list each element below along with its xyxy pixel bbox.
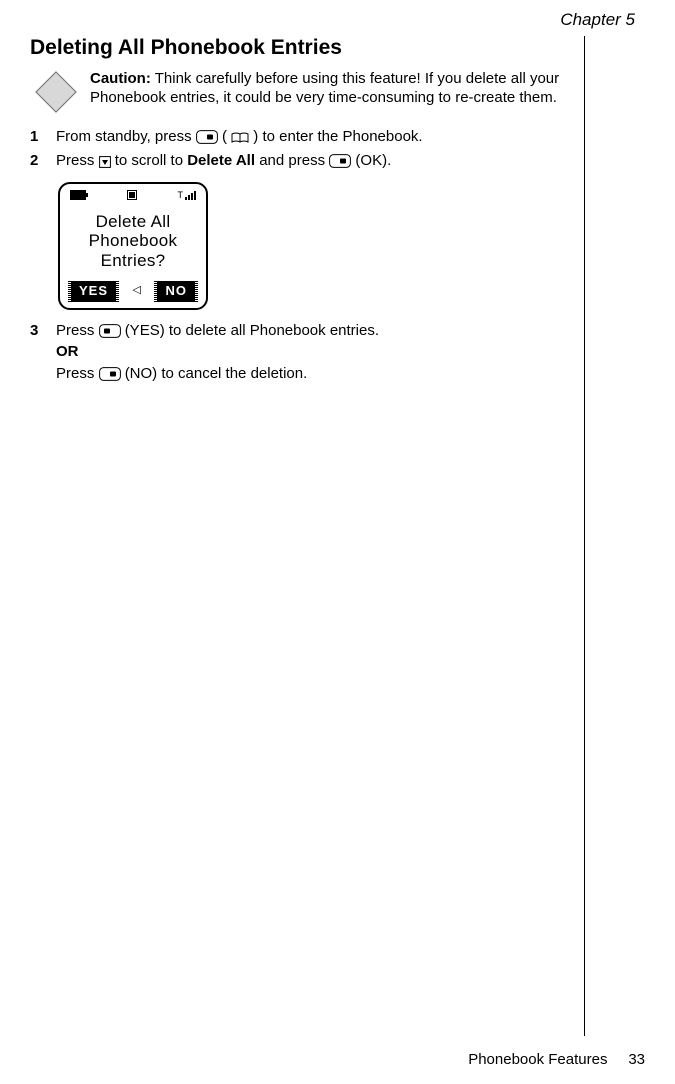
text: Press <box>56 152 99 169</box>
text: (OK). <box>355 152 391 169</box>
text: Press <box>56 322 99 339</box>
footer-section: Phonebook Features <box>468 1051 607 1068</box>
content-area: Deleting All Phonebook Entries Caution: … <box>30 36 645 1036</box>
softkey-right-icon <box>329 154 351 168</box>
step-3: 3 Press (YES) to delete all Phonebook en… <box>30 320 570 385</box>
softkey-right-icon <box>196 130 218 144</box>
page-footer: Phonebook Features 33 <box>468 1051 645 1068</box>
step-2: 2 Press to scroll to Delete All and pres… <box>30 150 570 172</box>
battery-icon <box>70 190 86 200</box>
step-number: 1 <box>30 126 44 148</box>
steps-list: 1 From standby, press ( <box>30 126 570 385</box>
caution-block: Caution: Think carefully before using th… <box>34 70 570 114</box>
chapter-header: Chapter 5 <box>30 10 645 30</box>
step-3-line-1: Press (YES) to delete all Phonebook entr… <box>56 320 570 342</box>
text: From standby, press <box>56 128 196 145</box>
softkey-yes: YES <box>68 281 119 302</box>
step-body: Press to scroll to Delete All and press <box>56 150 570 172</box>
softkey-mid-arrow-icon: ◁ <box>133 283 141 299</box>
signal-icon: T <box>178 190 197 200</box>
softkey-left-icon <box>99 324 121 338</box>
lcd-line-1: Delete All <box>96 212 171 232</box>
right-margin <box>585 36 645 1036</box>
step-1: 1 From standby, press ( <box>30 126 570 148</box>
section-title: Deleting All Phonebook Entries <box>30 36 570 60</box>
lcd-message: Delete All Phonebook Entries? <box>66 202 200 281</box>
caution-text: Caution: Think carefully before using th… <box>90 70 570 108</box>
lcd-line-2: Phonebook <box>89 231 178 251</box>
step-number: 3 <box>30 320 44 342</box>
caution-body: Think carefully before using this featur… <box>90 70 559 106</box>
lcd-status-bar: T <box>66 188 200 202</box>
softkey-right-icon <box>99 367 121 381</box>
step-body: From standby, press ( <box>56 126 570 148</box>
lcd-softkey-row: YES ◁ NO <box>66 281 200 302</box>
step-body: Press (YES) to delete all Phonebook entr… <box>56 320 570 385</box>
softkey-no: NO <box>154 281 198 302</box>
text: ( <box>222 128 231 145</box>
main-column: Deleting All Phonebook Entries Caution: … <box>30 36 584 1036</box>
scroll-down-icon <box>99 156 111 168</box>
lcd-line-3: Entries? <box>101 251 166 271</box>
text: and press <box>259 152 329 169</box>
step-3-line-2: Press (NO) to cancel the deletion. <box>56 363 570 385</box>
text: to scroll to <box>115 152 188 169</box>
lcd-frame: T Delete All Phonebook Entries? YES ◁ <box>58 182 208 310</box>
text: Press <box>56 365 99 382</box>
text: (YES) to delete all Phonebook entries. <box>125 322 379 339</box>
or-label: OR <box>56 341 570 363</box>
step-number: 2 <box>30 150 44 172</box>
footer-page-number: 33 <box>628 1051 645 1068</box>
text: ) to enter the Phonebook. <box>253 128 422 145</box>
phonebook-open-icon <box>231 132 249 144</box>
phone-screen: T Delete All Phonebook Entries? YES ◁ <box>58 182 570 310</box>
page: Chapter 5 Deleting All Phonebook Entries… <box>0 0 675 1084</box>
caution-label: Caution: <box>90 70 151 87</box>
status-indicator-icon <box>127 190 137 200</box>
caution-diamond-icon <box>34 70 78 114</box>
text: (NO) to cancel the deletion. <box>125 365 308 382</box>
menu-item-delete-all: Delete All <box>187 152 255 169</box>
